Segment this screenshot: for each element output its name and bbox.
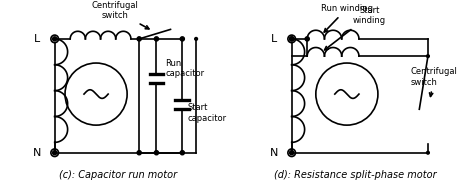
Circle shape: [290, 37, 294, 41]
Circle shape: [180, 151, 184, 155]
Text: L: L: [34, 34, 41, 44]
Text: N: N: [33, 148, 42, 158]
Circle shape: [53, 37, 57, 41]
Text: N: N: [270, 148, 279, 158]
Circle shape: [155, 151, 158, 155]
Text: Run winding: Run winding: [321, 4, 373, 32]
Text: (c): Capacitor run motor: (c): Capacitor run motor: [59, 170, 178, 180]
Text: Centrifugal
switch: Centrifugal switch: [410, 67, 457, 96]
Circle shape: [137, 151, 141, 155]
Circle shape: [427, 151, 429, 154]
Circle shape: [155, 37, 158, 41]
Circle shape: [290, 37, 294, 41]
Circle shape: [290, 151, 294, 155]
Text: Start
capacitor: Start capacitor: [188, 103, 227, 123]
Circle shape: [427, 55, 429, 57]
Circle shape: [180, 37, 184, 41]
Circle shape: [195, 37, 198, 40]
Circle shape: [137, 37, 141, 41]
Text: Run
capacitor: Run capacitor: [165, 59, 204, 78]
Text: (d): Resistance split-phase motor: (d): Resistance split-phase motor: [274, 170, 437, 180]
Text: Centrifugal
switch: Centrifugal switch: [91, 1, 149, 29]
Text: L: L: [271, 34, 278, 44]
Circle shape: [53, 151, 57, 155]
Circle shape: [138, 37, 141, 40]
Text: Start
winding: Start winding: [325, 6, 386, 50]
Circle shape: [305, 37, 309, 41]
